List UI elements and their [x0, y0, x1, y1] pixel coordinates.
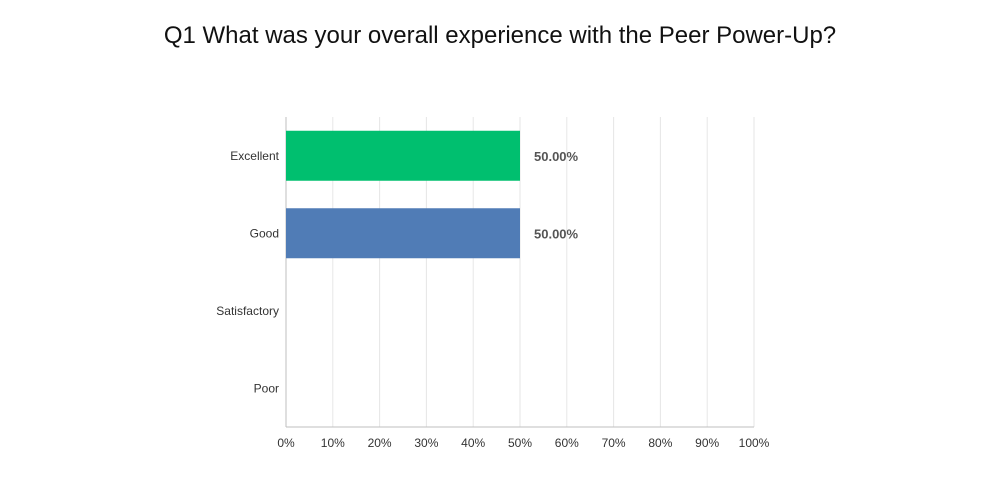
- x-tick-label: 100%: [739, 436, 770, 450]
- x-tick-label: 0%: [277, 436, 295, 450]
- x-tick-label: 20%: [368, 436, 392, 450]
- x-tick-label: 60%: [555, 436, 579, 450]
- data-label: 50.00%: [534, 226, 579, 241]
- category-label: Excellent: [230, 149, 279, 163]
- category-label: Satisfactory: [216, 304, 279, 318]
- x-tick-label: 30%: [414, 436, 438, 450]
- x-tick-label: 40%: [461, 436, 485, 450]
- x-tick-label: 90%: [695, 436, 719, 450]
- chart-title: Q1 What was your overall experience with…: [163, 22, 837, 49]
- category-label: Good: [250, 226, 279, 240]
- bar: [286, 208, 520, 259]
- x-tick-label: 80%: [648, 436, 672, 450]
- bar: [286, 130, 520, 181]
- x-tick-label: 70%: [602, 436, 626, 450]
- x-tick-label: 50%: [508, 436, 532, 450]
- x-tick-label: 10%: [321, 436, 345, 450]
- data-label: 50.00%: [534, 149, 579, 164]
- category-label: Poor: [254, 381, 279, 395]
